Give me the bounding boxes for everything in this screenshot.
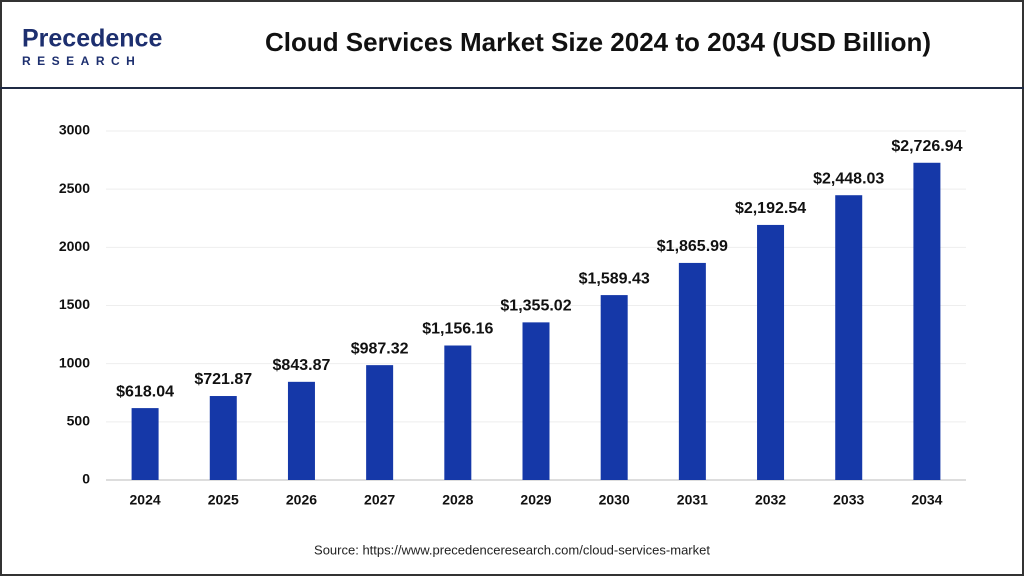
y-tick-label: 2000 — [59, 238, 90, 254]
value-label: $2,192.54 — [735, 200, 806, 217]
y-tick-label: 1500 — [59, 296, 90, 312]
x-tick-label: 2027 — [364, 492, 395, 508]
source: Source: https://www.precedenceresearch.c… — [314, 542, 710, 557]
x-tick-label: 2028 — [442, 492, 473, 508]
y-tick-label: 1000 — [59, 354, 90, 370]
value-label: $987.32 — [351, 340, 409, 357]
bar — [678, 262, 706, 480]
value-label: $843.87 — [273, 357, 331, 374]
logo-name: Precedence — [22, 25, 162, 53]
value-label: $1,589.43 — [579, 270, 650, 287]
bar — [835, 195, 863, 480]
y-tick-label: 0 — [82, 471, 90, 487]
x-tick-label: 2025 — [208, 492, 239, 508]
bar — [287, 381, 315, 480]
bar — [600, 295, 628, 480]
value-label: $1,865.99 — [657, 238, 728, 255]
x-tick-label: 2030 — [599, 492, 630, 508]
x-tick-label: 2031 — [677, 492, 708, 508]
x-tick-label: 2026 — [286, 492, 317, 508]
bar — [366, 365, 394, 480]
value-label: $2,726.94 — [891, 138, 962, 155]
value-label: $721.87 — [194, 371, 252, 388]
value-label: $1,355.02 — [500, 298, 571, 315]
y-tick-label: 3000 — [59, 122, 90, 138]
bar — [131, 408, 159, 480]
y-tick-label: 500 — [67, 413, 91, 429]
bar — [913, 162, 941, 480]
bar — [209, 396, 237, 480]
value-label: $2,448.03 — [813, 170, 884, 187]
x-tick-label: 2034 — [911, 492, 942, 508]
bar — [444, 345, 472, 480]
x-tick-label: 2032 — [755, 492, 786, 508]
value-label: $618.04 — [116, 383, 174, 400]
logo-tagline: RESEARCH — [22, 54, 141, 68]
x-tick-label: 2033 — [833, 492, 864, 508]
chart-title: Cloud Services Market Size 2024 to 2034 … — [265, 27, 931, 57]
x-tick-label: 2024 — [130, 492, 161, 508]
bar — [757, 224, 785, 480]
y-tick-label: 2500 — [59, 180, 90, 196]
bar — [522, 322, 550, 480]
x-tick-label: 2029 — [520, 492, 551, 508]
value-label: $1,156.16 — [422, 321, 493, 338]
